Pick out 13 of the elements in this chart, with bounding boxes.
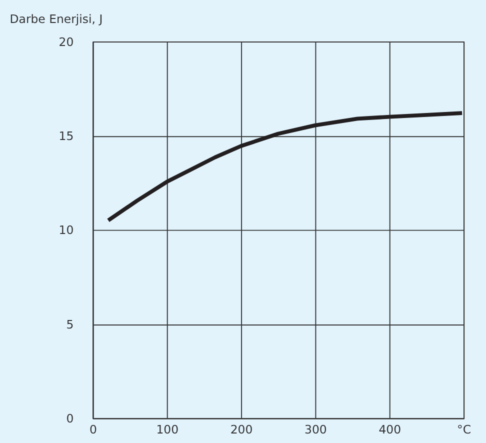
line-series bbox=[106, 111, 464, 222]
x-tick-label: 300 bbox=[304, 422, 327, 436]
x-tick-label: 400 bbox=[378, 422, 402, 436]
x-tick-label: °C bbox=[457, 422, 472, 436]
x-tick-label: 0 bbox=[89, 422, 97, 436]
y-tick-label: 10 bbox=[58, 223, 74, 238]
y-tick-label: 5 bbox=[66, 317, 74, 332]
x-tick-label: 100 bbox=[156, 422, 179, 436]
y-tick-label: 20 bbox=[58, 34, 74, 49]
x-tick-label: 200 bbox=[230, 422, 253, 436]
y-axis-title: Darbe Enerjisi, J bbox=[10, 12, 103, 26]
y-tick-label: 15 bbox=[58, 129, 74, 144]
y-tick-label: 0 bbox=[66, 412, 74, 426]
